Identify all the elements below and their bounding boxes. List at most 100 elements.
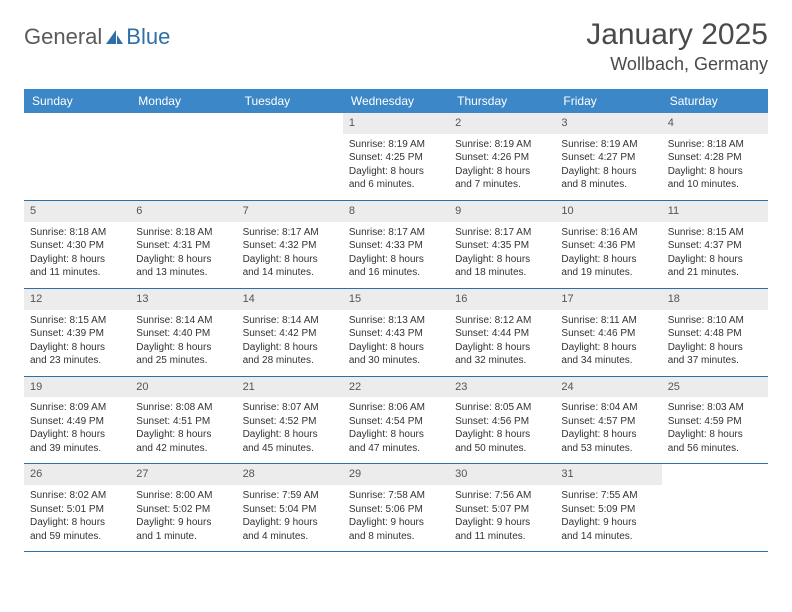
calendar-week-row: 26Sunrise: 8:02 AMSunset: 5:01 PMDayligh… (24, 464, 768, 552)
daylight-text: Daylight: 8 hours and 7 minutes. (455, 165, 549, 192)
calendar-day-cell: 27Sunrise: 8:00 AMSunset: 5:02 PMDayligh… (130, 464, 236, 552)
sunrise-text: Sunrise: 7:56 AM (455, 489, 549, 503)
sunset-text: Sunset: 4:37 PM (668, 239, 762, 253)
sunset-text: Sunset: 5:01 PM (30, 503, 124, 517)
weekday-header: Monday (130, 89, 236, 113)
sunrise-text: Sunrise: 8:17 AM (243, 226, 337, 240)
sunset-text: Sunset: 4:27 PM (561, 151, 655, 165)
sunset-text: Sunset: 4:28 PM (668, 151, 762, 165)
sunrise-text: Sunrise: 8:19 AM (349, 138, 443, 152)
sunrise-text: Sunrise: 8:08 AM (136, 401, 230, 415)
sunset-text: Sunset: 4:52 PM (243, 415, 337, 429)
day-number: 22 (343, 377, 449, 398)
sunrise-text: Sunrise: 7:58 AM (349, 489, 443, 503)
day-body: Sunrise: 8:14 AMSunset: 4:42 PMDaylight:… (237, 310, 343, 376)
calendar-day-cell: 15Sunrise: 8:13 AMSunset: 4:43 PMDayligh… (343, 288, 449, 376)
day-number: 31 (555, 464, 661, 485)
sunset-text: Sunset: 4:33 PM (349, 239, 443, 253)
day-number: 17 (555, 289, 661, 310)
calendar-day-cell: 6Sunrise: 8:18 AMSunset: 4:31 PMDaylight… (130, 200, 236, 288)
day-number: 8 (343, 201, 449, 222)
sunset-text: Sunset: 5:06 PM (349, 503, 443, 517)
calendar-day-cell: 30Sunrise: 7:56 AMSunset: 5:07 PMDayligh… (449, 464, 555, 552)
calendar-week-row: 5Sunrise: 8:18 AMSunset: 4:30 PMDaylight… (24, 200, 768, 288)
calendar-day-cell: 16Sunrise: 8:12 AMSunset: 4:44 PMDayligh… (449, 288, 555, 376)
day-number: 1 (343, 113, 449, 134)
day-body: Sunrise: 7:56 AMSunset: 5:07 PMDaylight:… (449, 485, 555, 551)
sunset-text: Sunset: 4:43 PM (349, 327, 443, 341)
daylight-text: Daylight: 8 hours and 6 minutes. (349, 165, 443, 192)
daylight-text: Daylight: 8 hours and 19 minutes. (561, 253, 655, 280)
day-body: Sunrise: 8:18 AMSunset: 4:31 PMDaylight:… (130, 222, 236, 288)
brand-part2: Blue (126, 24, 170, 50)
day-body: Sunrise: 8:07 AMSunset: 4:52 PMDaylight:… (237, 397, 343, 463)
daylight-text: Daylight: 9 hours and 1 minute. (136, 516, 230, 543)
day-body (237, 119, 343, 177)
sunrise-text: Sunrise: 8:18 AM (136, 226, 230, 240)
calendar-day-cell: 28Sunrise: 7:59 AMSunset: 5:04 PMDayligh… (237, 464, 343, 552)
calendar-day-cell: 20Sunrise: 8:08 AMSunset: 4:51 PMDayligh… (130, 376, 236, 464)
calendar-table: Sunday Monday Tuesday Wednesday Thursday… (24, 89, 768, 552)
daylight-text: Daylight: 9 hours and 11 minutes. (455, 516, 549, 543)
calendar-day-cell: 11Sunrise: 8:15 AMSunset: 4:37 PMDayligh… (662, 200, 768, 288)
calendar-day-cell: 19Sunrise: 8:09 AMSunset: 4:49 PMDayligh… (24, 376, 130, 464)
calendar-day-cell: 3Sunrise: 8:19 AMSunset: 4:27 PMDaylight… (555, 113, 661, 200)
calendar-day-cell: 25Sunrise: 8:03 AMSunset: 4:59 PMDayligh… (662, 376, 768, 464)
calendar-week-row: 19Sunrise: 8:09 AMSunset: 4:49 PMDayligh… (24, 376, 768, 464)
location-label: Wollbach, Germany (586, 54, 768, 75)
daylight-text: Daylight: 8 hours and 53 minutes. (561, 428, 655, 455)
calendar-day-cell: 29Sunrise: 7:58 AMSunset: 5:06 PMDayligh… (343, 464, 449, 552)
day-body: Sunrise: 8:17 AMSunset: 4:35 PMDaylight:… (449, 222, 555, 288)
calendar-day-cell: 9Sunrise: 8:17 AMSunset: 4:35 PMDaylight… (449, 200, 555, 288)
day-body: Sunrise: 8:19 AMSunset: 4:27 PMDaylight:… (555, 134, 661, 200)
day-body: Sunrise: 8:06 AMSunset: 4:54 PMDaylight:… (343, 397, 449, 463)
sunset-text: Sunset: 4:57 PM (561, 415, 655, 429)
sunrise-text: Sunrise: 8:14 AM (243, 314, 337, 328)
calendar-day-cell: 4Sunrise: 8:18 AMSunset: 4:28 PMDaylight… (662, 113, 768, 200)
daylight-text: Daylight: 8 hours and 11 minutes. (30, 253, 124, 280)
sunrise-text: Sunrise: 8:13 AM (349, 314, 443, 328)
day-body: Sunrise: 7:58 AMSunset: 5:06 PMDaylight:… (343, 485, 449, 551)
title-block: January 2025 Wollbach, Germany (586, 18, 768, 75)
calendar-day-cell: 8Sunrise: 8:17 AMSunset: 4:33 PMDaylight… (343, 200, 449, 288)
day-body: Sunrise: 8:04 AMSunset: 4:57 PMDaylight:… (555, 397, 661, 463)
sunrise-text: Sunrise: 7:55 AM (561, 489, 655, 503)
sunrise-text: Sunrise: 8:17 AM (349, 226, 443, 240)
day-number: 5 (24, 201, 130, 222)
day-number: 30 (449, 464, 555, 485)
calendar-day-cell: 31Sunrise: 7:55 AMSunset: 5:09 PMDayligh… (555, 464, 661, 552)
daylight-text: Daylight: 8 hours and 56 minutes. (668, 428, 762, 455)
calendar-day-cell: 7Sunrise: 8:17 AMSunset: 4:32 PMDaylight… (237, 200, 343, 288)
sunrise-text: Sunrise: 7:59 AM (243, 489, 337, 503)
sunset-text: Sunset: 4:31 PM (136, 239, 230, 253)
day-number: 21 (237, 377, 343, 398)
daylight-text: Daylight: 8 hours and 10 minutes. (668, 165, 762, 192)
daylight-text: Daylight: 8 hours and 34 minutes. (561, 341, 655, 368)
calendar-week-row: 12Sunrise: 8:15 AMSunset: 4:39 PMDayligh… (24, 288, 768, 376)
calendar-day-cell (662, 464, 768, 552)
daylight-text: Daylight: 8 hours and 42 minutes. (136, 428, 230, 455)
calendar-day-cell: 23Sunrise: 8:05 AMSunset: 4:56 PMDayligh… (449, 376, 555, 464)
calendar-day-cell (24, 113, 130, 200)
calendar-day-cell: 21Sunrise: 8:07 AMSunset: 4:52 PMDayligh… (237, 376, 343, 464)
sunrise-text: Sunrise: 8:00 AM (136, 489, 230, 503)
day-body: Sunrise: 8:02 AMSunset: 5:01 PMDaylight:… (24, 485, 130, 551)
daylight-text: Daylight: 8 hours and 37 minutes. (668, 341, 762, 368)
sunrise-text: Sunrise: 8:06 AM (349, 401, 443, 415)
daylight-text: Daylight: 8 hours and 45 minutes. (243, 428, 337, 455)
sunset-text: Sunset: 4:35 PM (455, 239, 549, 253)
sunset-text: Sunset: 5:09 PM (561, 503, 655, 517)
sunrise-text: Sunrise: 8:18 AM (668, 138, 762, 152)
daylight-text: Daylight: 8 hours and 21 minutes. (668, 253, 762, 280)
sunset-text: Sunset: 5:02 PM (136, 503, 230, 517)
calendar-day-cell: 26Sunrise: 8:02 AMSunset: 5:01 PMDayligh… (24, 464, 130, 552)
day-number: 28 (237, 464, 343, 485)
page-title: January 2025 (586, 18, 768, 52)
sunrise-text: Sunrise: 8:02 AM (30, 489, 124, 503)
weekday-header: Tuesday (237, 89, 343, 113)
calendar-day-cell: 2Sunrise: 8:19 AMSunset: 4:26 PMDaylight… (449, 113, 555, 200)
daylight-text: Daylight: 9 hours and 4 minutes. (243, 516, 337, 543)
weekday-header: Friday (555, 89, 661, 113)
sunset-text: Sunset: 4:32 PM (243, 239, 337, 253)
sunset-text: Sunset: 4:48 PM (668, 327, 762, 341)
